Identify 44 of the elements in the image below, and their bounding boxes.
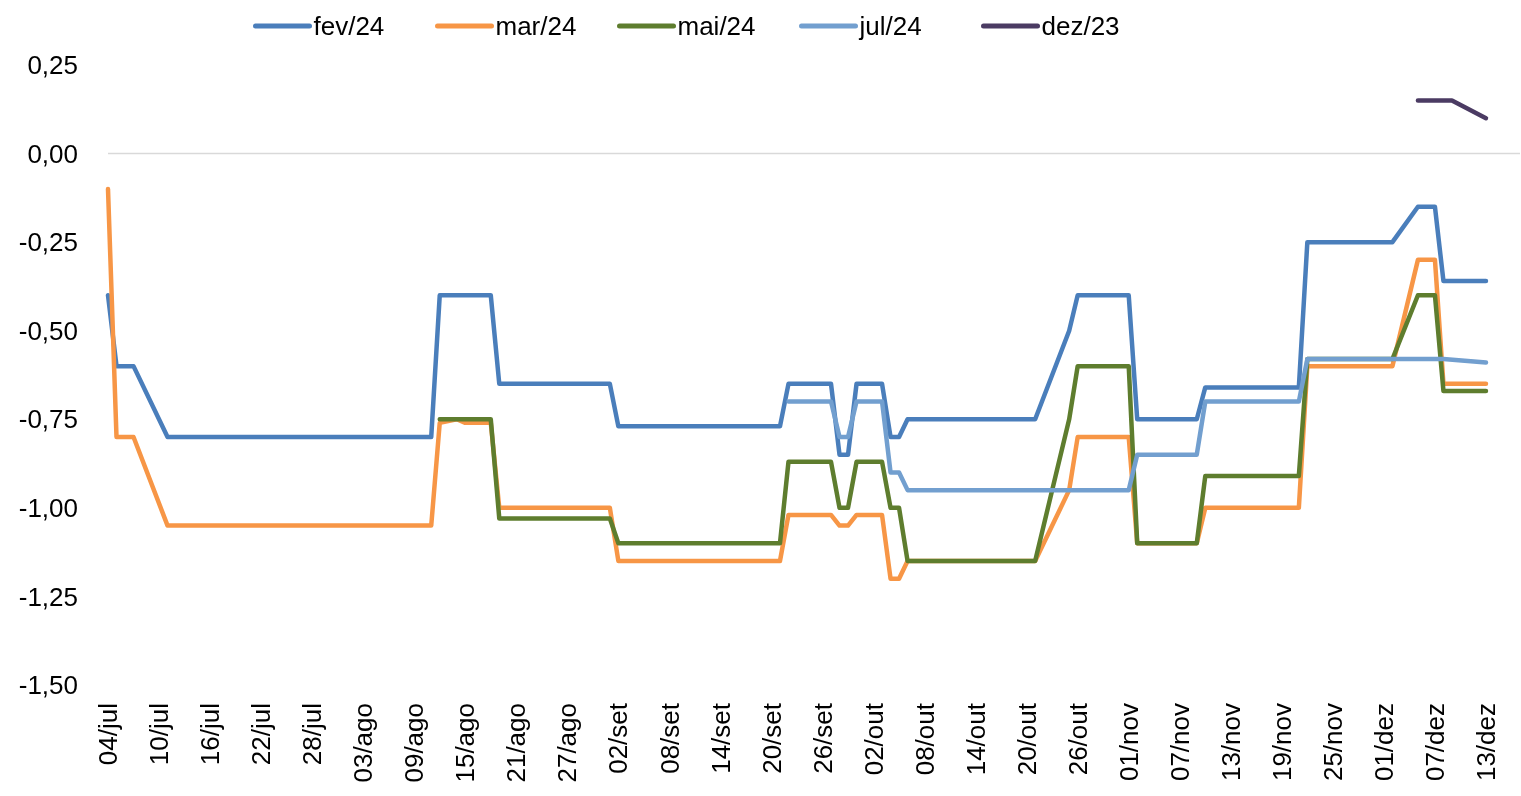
x-tick-label: 08/out [909, 702, 940, 776]
x-tick-label: 26/out [1062, 702, 1093, 776]
x-tick-label: 27/ago [552, 703, 583, 783]
y-tick-label: -1,00 [18, 492, 78, 523]
x-tick-label: 08/set [654, 702, 685, 774]
x-tick-label: 14/set [705, 702, 736, 774]
x-tick-label: 04/jul [93, 703, 124, 766]
y-tick-label: 0,00 [27, 138, 78, 169]
x-tick-label: 20/set [756, 702, 787, 774]
x-tick-label: 07/nov [1164, 703, 1195, 782]
y-tick-label: -0,75 [18, 404, 78, 435]
x-tick-label: 03/ago [348, 703, 379, 783]
x-tick-label: 01/dez [1369, 703, 1399, 782]
legend-label: fev/24 [313, 11, 385, 42]
y-tick-label: -0,50 [18, 315, 78, 346]
legend-label: mai/24 [677, 11, 756, 42]
x-tick-label: 13/nov [1215, 703, 1246, 782]
x-tick-label: 22/jul [246, 703, 277, 766]
line-series [437, 293, 1489, 564]
x-tick-label: 01/nov [1113, 703, 1144, 782]
y-tick-label: 0,25 [27, 50, 78, 81]
line-series [786, 356, 1489, 493]
x-tick-label: 13/dez [1471, 703, 1502, 782]
x-tick-label: 02/out [858, 702, 889, 776]
x-tick-label: 28/jul [297, 703, 328, 766]
x-tick-label: 16/jul [195, 703, 226, 766]
y-tick-label: -1,25 [18, 581, 78, 612]
x-tick-label: 21/ago [501, 703, 532, 783]
x-tick-label: 10/jul [144, 703, 175, 766]
x-tick-label: 15/ago [450, 703, 481, 783]
x-tick-label: 19/nov [1266, 703, 1297, 782]
y-tick-label: -0,25 [18, 227, 78, 258]
legend-label: mar/24 [495, 11, 577, 42]
x-tick-label: 02/set [603, 702, 634, 774]
line-series [105, 204, 1489, 457]
y-tick-label: -1,50 [18, 670, 78, 701]
x-tick-label: 07/dez [1420, 703, 1451, 782]
legend-label: jul/24 [858, 11, 922, 42]
x-tick-label: 09/ago [399, 703, 430, 783]
x-tick-label: 26/set [807, 702, 838, 774]
x-tick-label: 25/nov [1317, 703, 1348, 782]
x-tick-label: 20/out [1011, 702, 1042, 776]
legend-label: dez/23 [1041, 11, 1120, 42]
x-tick-label: 14/out [960, 702, 991, 776]
